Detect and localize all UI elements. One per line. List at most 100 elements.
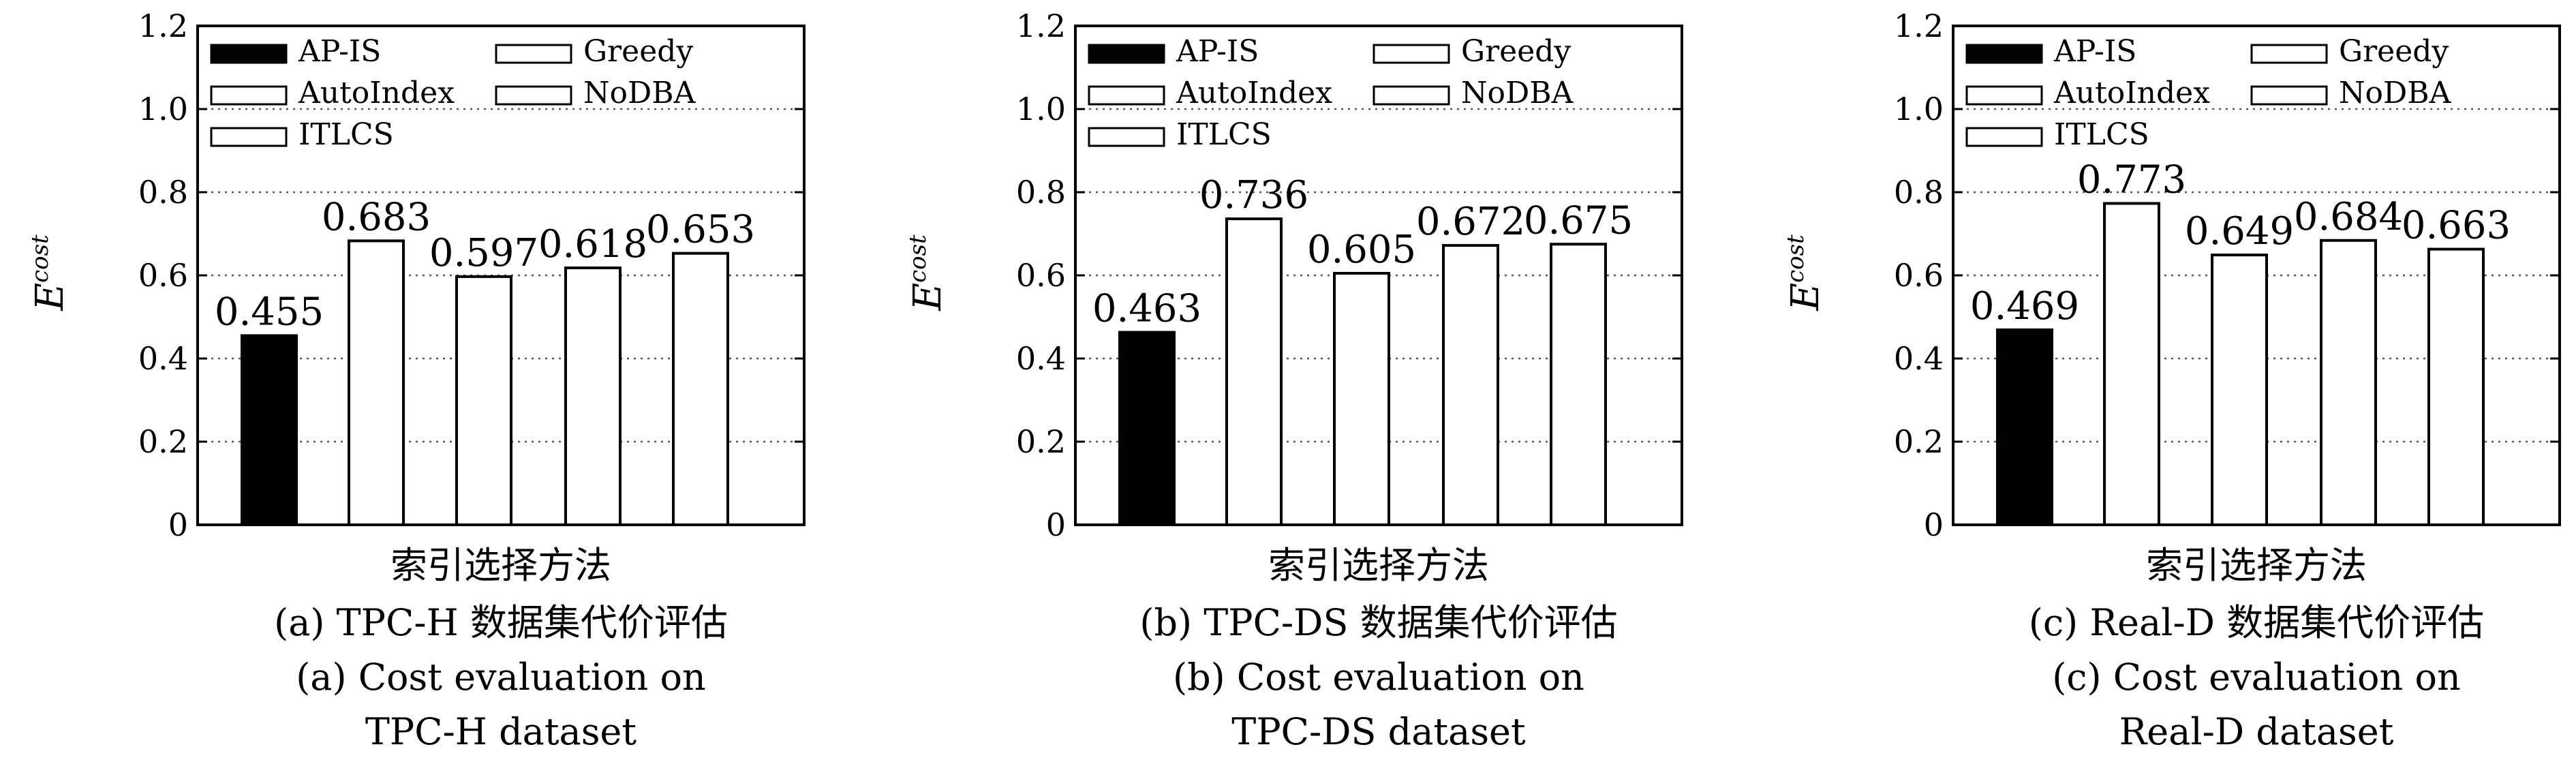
y-tick-label: 1.0 (138, 91, 188, 127)
bar-ap-is (1996, 328, 2053, 526)
chart-panel-3: 0 0.2 0.4 0.6 0.8 1.0 1.2 0.469 0.773 0.649 0.6840… (1782, 7, 2561, 753)
legend-swatch (1088, 127, 1165, 147)
y-tick-label: 0.8 (1016, 174, 1066, 211)
bar-itlcs (1333, 271, 1390, 526)
data-label: 0.649 (2185, 209, 2294, 254)
y-tick-label: 0.2 (138, 423, 188, 460)
caption-en-line1: (c) Cost evaluation on (2052, 656, 2461, 699)
legend-entry: ITLCS (298, 117, 394, 152)
data-label: 0.463 (1092, 287, 1201, 331)
plot-frame (196, 25, 806, 526)
legend-entry: Greedy (1461, 34, 1571, 69)
y-axis-label-superscript: cost (1782, 234, 1809, 283)
data-label: 0.672 (1416, 200, 1525, 244)
y-tick-label: 0.4 (1894, 340, 1944, 377)
legend-entry: AP-IS (298, 34, 381, 69)
legend-entry: ITLCS (2054, 117, 2149, 152)
data-label: 0.618 (538, 222, 647, 266)
bar-itlcs (2211, 254, 2268, 526)
bar-itlcs (455, 275, 512, 526)
plot-frame (1952, 25, 2561, 526)
legend-swatch (495, 85, 572, 106)
legend-entry: NoDBA (583, 76, 696, 110)
legend-entry: AP-IS (1176, 34, 1259, 69)
y-axis-label: Ecost (27, 234, 72, 311)
data-label: 0.653 (646, 208, 755, 252)
y-tick-label: 1.0 (1894, 91, 1944, 127)
bar-greedy (1442, 244, 1499, 526)
x-axis-label: 索引选择方法 (1268, 544, 1489, 587)
legend-entry: AutoIndex (1176, 76, 1332, 110)
bar-nodba (2427, 247, 2485, 526)
x-axis-label: 索引选择方法 (2146, 544, 2367, 587)
legend-swatch (1965, 44, 2043, 64)
legend-swatch (1088, 44, 1165, 64)
legend-entry: AP-IS (2053, 34, 2136, 69)
legend-entry: ITLCS (1176, 117, 1272, 152)
legend-swatch (1373, 85, 1450, 106)
data-label: 0.736 (1199, 173, 1308, 217)
caption-en-line2: TPC-DS dataset (1231, 710, 1526, 753)
y-tick-label: 0.6 (1016, 257, 1066, 294)
legend-swatch (1088, 85, 1165, 106)
legend-entry: NoDBA (2339, 76, 2452, 110)
x-axis-label: 索引选择方法 (390, 544, 611, 587)
caption-cn: (b) TPC-DS 数据集代价评估 (1139, 601, 1617, 644)
data-label: 0.605 (1307, 228, 1416, 272)
y-tick-label: 0.4 (1016, 340, 1066, 377)
y-axis-label: Ecost (1782, 234, 1828, 311)
legend-swatch (1965, 85, 2043, 106)
caption-cn: (c) Real-D 数据集代价评估 (2029, 601, 2484, 644)
data-label: 0.469 (1970, 284, 2079, 329)
y-axis-label-base: E (906, 283, 950, 311)
legend-swatch (1965, 127, 2043, 147)
y-tick-label: 1.2 (1894, 7, 1944, 44)
caption-en-line2: Real-D dataset (2119, 710, 2394, 753)
data-label: 0.684 (2294, 195, 2403, 239)
plot-frame (1074, 25, 1683, 526)
legend-swatch (495, 44, 572, 64)
bar-ap-is (1118, 331, 1176, 526)
y-axis-label: Ecost (904, 234, 950, 311)
y-tick-label: 1.2 (1016, 7, 1066, 44)
bar-nodba (672, 252, 729, 526)
legend-swatch (1373, 44, 1450, 64)
bar-autoindex (348, 239, 405, 526)
y-tick-label: 0.2 (1016, 423, 1066, 460)
caption-en-line1: (b) Cost evaluation on (1173, 656, 1584, 699)
legend-swatch (2250, 44, 2328, 64)
y-tick-label: 0.8 (1894, 174, 1944, 211)
legend-entry: AutoIndex (2053, 76, 2210, 110)
bar-autoindex (2103, 202, 2160, 526)
legend-swatch (2250, 85, 2328, 106)
caption-en-line1: (a) Cost evaluation on (296, 656, 706, 699)
y-tick-label: 0 (1924, 506, 1944, 543)
caption-en-line2: TPC-H dataset (365, 710, 637, 753)
y-tick-label: 1.2 (138, 7, 188, 44)
bar-greedy (2320, 239, 2377, 526)
chart-panel-2: 0 0.2 0.4 0.6 0.8 1.0 1.2 0.463 0.736 0.6050.6720… (904, 7, 1683, 753)
bar-autoindex (1225, 217, 1283, 526)
data-label: 0.597 (429, 231, 538, 275)
y-tick-label: 0.6 (138, 257, 188, 294)
y-tick-label: 0.8 (138, 174, 188, 211)
bar-nodba (1550, 243, 1607, 526)
y-axis-label-superscript: cost (27, 234, 54, 283)
y-tick-label: 0 (168, 506, 188, 543)
legend-entry: Greedy (583, 34, 693, 69)
y-axis-label-superscript: cost (904, 234, 932, 283)
legend-swatch (210, 85, 288, 106)
bar-ap-is (241, 334, 298, 526)
data-label: 0.455 (215, 290, 324, 334)
data-label: 0.663 (2402, 204, 2511, 248)
y-axis-label-base: E (1783, 283, 1828, 311)
data-label: 0.683 (322, 195, 431, 239)
data-label: 0.675 (1524, 198, 1633, 243)
y-tick-label: 0.6 (1894, 257, 1944, 294)
y-tick-label: 0.4 (138, 340, 188, 377)
legend-entry: NoDBA (1461, 76, 1574, 110)
y-tick-label: 0 (1046, 506, 1066, 543)
legend-swatch (210, 127, 288, 147)
